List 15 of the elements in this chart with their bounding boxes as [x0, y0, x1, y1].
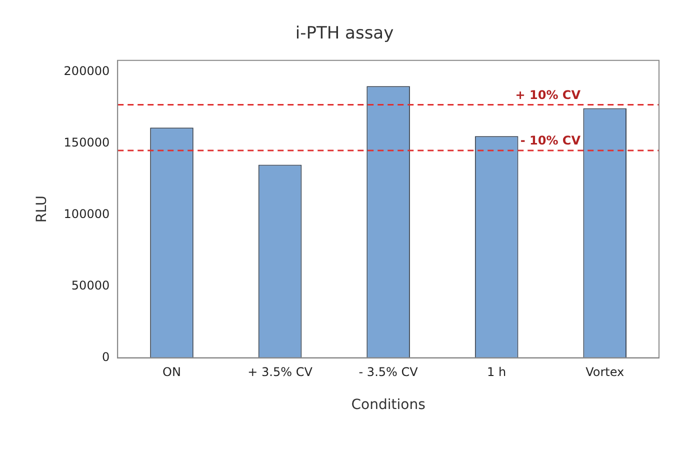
ref-line-label: + 10% CV: [515, 88, 582, 102]
x-tick-label: 1 h: [487, 365, 506, 380]
y-tick-label: 200000: [64, 64, 110, 78]
x-tick-label: - 3.5% CV: [358, 365, 419, 380]
x-tick-label: Vortex: [586, 365, 624, 380]
y-tick-label: 0: [102, 350, 110, 364]
x-tick-label: ON: [162, 365, 181, 380]
y-tick-label: 150000: [64, 135, 110, 150]
y-tick-label: 50000: [71, 278, 110, 292]
chart-title: i-PTH assay: [295, 24, 394, 44]
ref-line-label: - 10% CV: [520, 134, 582, 148]
x-axis-title: Conditions: [351, 397, 426, 414]
y-axis-title: RLU: [34, 196, 50, 223]
x-tick-label: + 3.5% CV: [248, 365, 314, 380]
y-tick-label: 100000: [64, 206, 110, 221]
